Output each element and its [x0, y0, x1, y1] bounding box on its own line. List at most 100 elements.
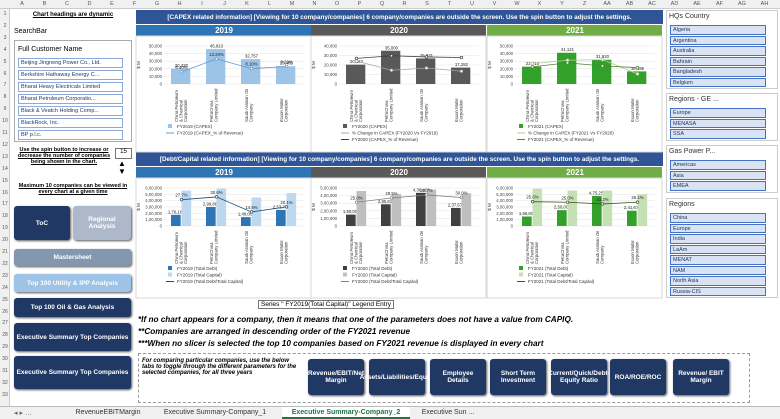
y-tick-label: 50,000 — [500, 44, 514, 49]
nav-button[interactable]: Top 100 Utility & IPP Analysis — [14, 274, 131, 292]
row-number: 6 — [3, 70, 7, 77]
data-label: 1,76,183 — [168, 209, 185, 214]
slicer-item[interactable]: Asia — [670, 170, 766, 180]
legend-label: FY2020 (Total Debt/Total Capital) — [352, 279, 419, 284]
slicer-item[interactable]: Europe — [670, 108, 766, 118]
nav-button[interactable]: Regional Analysis — [73, 206, 131, 240]
row-number: 28 — [2, 332, 8, 339]
x-tick-label: Exxon Mobil Corporation — [454, 98, 464, 122]
compare-button[interactable]: Revenue/EBIT/Net Margin — [308, 359, 364, 395]
compare-button[interactable]: Short Term Investment — [490, 359, 546, 395]
line — [532, 201, 638, 205]
data-label: 31,920 — [596, 54, 610, 59]
slicer-item[interactable]: Bharat Heavy Electricals Limited — [18, 82, 123, 92]
legend-label: FY2021 (Total Capital) — [528, 273, 573, 278]
sheet-tab[interactable]: Executive Summary-Company_1 — [163, 409, 267, 416]
y-tick-label: 4,00,000 — [496, 198, 513, 203]
x-tick-label: Exxon Mobil Corporation — [630, 98, 640, 122]
slicer-item[interactable]: Beijing Jingneng Power Co., Ltd. — [18, 58, 123, 68]
row-number: 15 — [2, 177, 8, 184]
slicer-item[interactable]: Russia-CIS — [670, 286, 766, 296]
spin-button[interactable]: ▲ ▼ — [118, 159, 126, 176]
slicer-item[interactable]: MENASA — [670, 118, 766, 128]
line-marker — [284, 64, 289, 69]
nav-button[interactable]: Executive Summary Top Companies — [14, 356, 131, 389]
compare-button[interactable]: ROA/ROE/ROC — [610, 359, 666, 395]
slicer-item[interactable]: Algeria — [670, 25, 766, 35]
note: **Companies are arranged in descending o… — [138, 327, 411, 336]
slicer-item[interactable]: NAM — [670, 265, 766, 275]
slicer-item[interactable]: China — [670, 213, 766, 223]
spin-note: Use the spin button to increase or decre… — [17, 147, 111, 165]
slicer-item[interactable]: Europe — [670, 223, 766, 233]
y-axis-title: $ M — [487, 203, 492, 211]
compare-button[interactable]: Current/Quick/Debt-Equity Ratio — [548, 359, 610, 395]
slicer-item[interactable]: Bahrain — [670, 56, 766, 66]
data-label: 20.1% — [280, 200, 292, 205]
column-letter: AB — [625, 1, 634, 7]
bar — [381, 204, 391, 226]
slicer-item[interactable]: Bharat Petroleum Corporatio... — [18, 94, 123, 104]
sheet-tab[interactable]: Executive Summary-Company_2 — [282, 407, 410, 419]
row-number: 29 — [2, 344, 8, 351]
slicer-item[interactable]: Americas — [670, 160, 766, 170]
chart-title: 2020 — [390, 26, 408, 35]
column-letter: AD — [670, 1, 679, 7]
nav-button[interactable]: Executive Summary Top Companies — [14, 323, 131, 351]
legend-swatch — [168, 272, 172, 277]
chart-header — [136, 25, 311, 36]
column-letter: F — [132, 1, 137, 7]
y-tick-label: 2,00,000 — [145, 211, 162, 216]
slicer-item[interactable]: LaAm — [670, 244, 766, 254]
compare-button[interactable]: Employee Details — [430, 359, 486, 395]
y-tick-label: 30,000 — [324, 53, 338, 58]
y-tick-label: 40,000 — [324, 44, 338, 49]
line-marker — [249, 210, 254, 214]
slicer-item[interactable]: MENAT — [670, 255, 766, 265]
slicer-item[interactable]: North Asia — [670, 276, 766, 286]
compare-button[interactable]: Revenue/ EBIT Margin — [673, 359, 729, 395]
x-tick-label: Saudi Arabian Oil Company — [419, 230, 429, 264]
slicer-item[interactable]: BlackRock, Inc. — [18, 118, 123, 128]
legend-swatch — [343, 124, 347, 128]
legend-label: FY2019 (Total Capital) — [177, 273, 222, 278]
slicer-item[interactable]: Black & Veatch Holding Comp... — [18, 106, 123, 116]
slicer-item[interactable]: India — [670, 234, 766, 244]
bar — [567, 190, 578, 226]
column-letter: AG — [738, 1, 746, 7]
slicer-item[interactable]: Australia — [670, 46, 766, 56]
chart-title: 2021 — [566, 26, 584, 35]
slicer-item[interactable]: BP p.l.c. — [18, 130, 123, 140]
slicer-item[interactable]: EMEA — [670, 181, 766, 191]
slicer-item[interactable]: Argentina — [670, 35, 766, 45]
bar — [627, 71, 647, 84]
sheet-tab[interactable]: Executive Sun ... — [421, 409, 475, 416]
y-tick-label: 3,00,000 — [496, 205, 513, 210]
slicer-item[interactable]: Bangladesh — [670, 67, 766, 77]
row-number: 19 — [2, 225, 8, 232]
data-label: 35,000 — [385, 45, 399, 50]
column-letter: T — [447, 1, 452, 7]
slicer-item[interactable]: SSA — [670, 129, 766, 139]
nav-button[interactable]: ToC — [14, 206, 70, 240]
x-tick-label: PetroChina Company Limited — [209, 88, 219, 122]
sheet-tab[interactable]: RevenueEBITMargin — [75, 409, 141, 416]
data-label: 2,41,671 — [624, 205, 641, 210]
compare-button[interactable]: Assets/Liabilities/Equity — [360, 359, 434, 395]
column-letter: V — [492, 1, 497, 7]
nav-button[interactable]: Top 100 Oil & Gas Analysis — [14, 298, 131, 317]
y-tick-label: 0 — [335, 82, 338, 87]
legend-label: FY2020 (Total Capital) — [352, 273, 397, 278]
bar — [241, 217, 251, 226]
column-letter: I — [201, 1, 203, 7]
line-marker — [635, 72, 640, 76]
slicer-item[interactable]: Berkshire Hathaway Energy C... — [18, 70, 123, 80]
line-marker — [179, 70, 184, 74]
nav-button[interactable]: Mastersheet — [14, 249, 131, 266]
tab-scroll[interactable]: ◂ ▸ … — [14, 410, 32, 417]
column-letter: Z — [582, 1, 587, 7]
data-label: 13.20% — [209, 52, 224, 57]
line-marker — [600, 64, 605, 68]
legend-swatch — [519, 124, 523, 128]
slicer-item[interactable]: Belgium — [670, 77, 766, 87]
